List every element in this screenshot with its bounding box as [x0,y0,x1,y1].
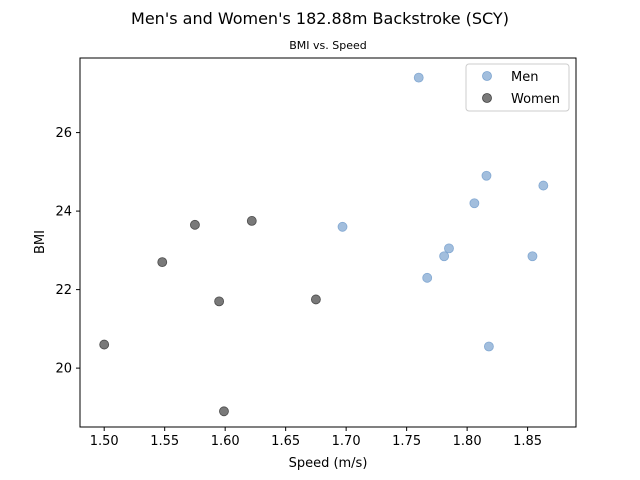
series-men-points [337,72,549,352]
x-tick-label: 1.75 [392,434,421,449]
x-axis-ticks: 1.50 1.55 1.60 1.65 1.70 1.75 1.80 1.85 [90,427,542,449]
data-point-women [157,257,168,268]
data-point-women [99,339,110,350]
y-axis-label: BMI [33,230,48,254]
data-point-men [527,251,538,262]
y-tick-label: 20 [55,362,72,377]
data-point-men [481,170,492,181]
data-point-men [413,72,424,83]
y-tick-label: 22 [55,283,72,298]
data-point-women [214,296,225,307]
series-women-points [99,216,321,417]
x-tick-label: 1.65 [271,434,300,449]
data-point-men [483,341,494,352]
x-tick-label: 1.70 [332,434,361,449]
data-point-men [337,221,348,232]
y-tick-label: 26 [55,126,72,141]
x-tick-label: 1.50 [90,434,119,449]
data-point-women [246,216,257,226]
data-point-men [422,272,433,283]
data-point-men [444,243,454,254]
data-point-men [469,198,480,209]
plot-area [79,57,577,428]
x-axis-label: Speed (m/s) [289,456,368,471]
data-point-women [190,219,200,230]
legend-label-men: Men [511,70,538,85]
legend-marker-women [482,93,492,103]
legend-marker-men [482,71,492,81]
legend: Men Women [465,63,570,112]
legend-label-women: Women [511,92,560,107]
data-point-men [439,251,450,262]
chart-subtitle: BMI vs. Speed [289,39,367,52]
x-tick-label: 1.85 [513,434,542,449]
y-axis-ticks: 20 22 24 26 [55,126,80,377]
x-tick-label: 1.80 [453,434,482,449]
y-tick-label: 24 [55,205,72,220]
x-tick-label: 1.55 [150,434,179,449]
data-point-women [311,294,321,305]
x-tick-label: 1.60 [211,434,240,449]
data-point-men [538,180,549,191]
data-point-women [219,406,229,417]
chart-title: Men's and Women's 182.88m Backstroke (SC… [131,9,509,28]
